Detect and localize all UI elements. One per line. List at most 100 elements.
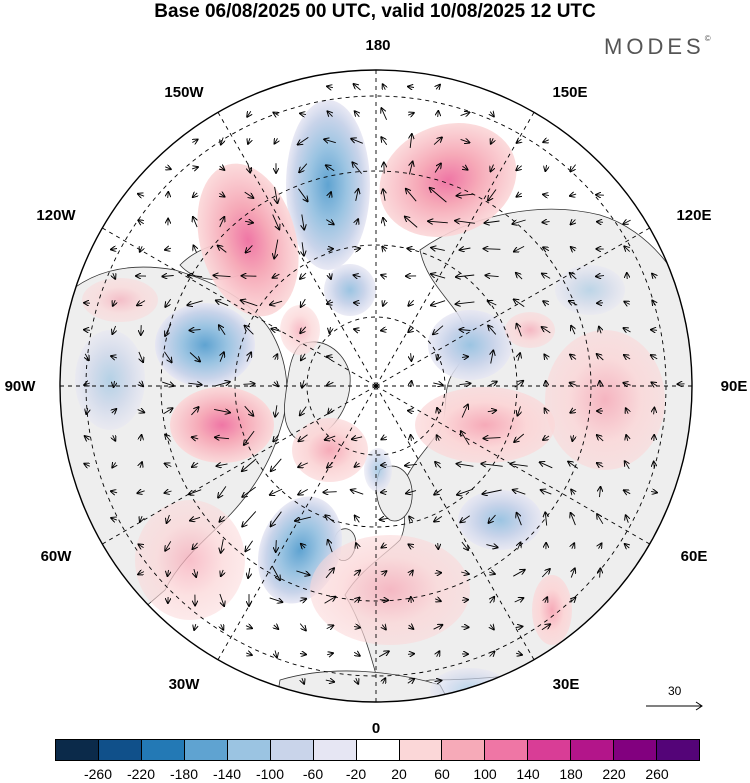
wind-arrow — [408, 544, 413, 547]
wind-arrow — [140, 516, 142, 522]
wind-arrow — [302, 380, 304, 387]
wind-arrow — [624, 246, 631, 251]
wind-arrow — [541, 569, 550, 578]
color-swatch — [227, 740, 271, 760]
polar-map: 180 0 90W 90E 150W 120W 150E 120E 60W 30… — [5, 37, 748, 737]
wind-arrow — [409, 517, 413, 522]
wind-arrow — [545, 512, 546, 526]
wind-arrow — [624, 490, 631, 493]
wind-arrow — [164, 351, 171, 363]
wind-arrow — [245, 540, 253, 551]
wind-arrow — [437, 651, 440, 656]
latitude-circle-2 — [234, 244, 518, 528]
wind-arrow — [112, 463, 115, 468]
wind-arrow — [482, 489, 502, 494]
wind-arrow — [485, 275, 499, 276]
wind-arrow — [247, 111, 251, 116]
wind-arrow — [514, 433, 525, 442]
wind-arrow — [625, 544, 630, 548]
wind-arrow — [542, 327, 551, 334]
wind-arrow — [485, 221, 500, 223]
wind-arrow — [460, 515, 470, 523]
wind-arrow — [214, 275, 231, 276]
wind-arrow — [326, 165, 335, 172]
wind-arrow — [244, 430, 255, 445]
wind-arrow — [241, 300, 258, 307]
wind-arrow — [299, 163, 308, 173]
wind-arrow — [168, 569, 169, 576]
wind-arrow — [325, 680, 334, 682]
lon-label-90w: 90W — [5, 378, 37, 395]
wind-arrow — [270, 301, 283, 305]
color-swatch — [141, 740, 185, 760]
wind-arrow — [192, 437, 199, 439]
wind-arrow — [188, 383, 201, 385]
anomaly-negative-5 — [458, 490, 542, 550]
wind-arrow — [409, 625, 414, 629]
wind-arrow — [216, 300, 229, 307]
wind-arrow — [299, 623, 306, 631]
wind-arrow — [245, 326, 254, 335]
wind-arrow — [489, 572, 495, 574]
lon-label-60e: 60E — [681, 548, 708, 565]
wind-arrow — [111, 249, 118, 250]
wind-arrow — [428, 221, 448, 223]
wind-arrow — [481, 464, 503, 467]
color-swatch — [442, 740, 486, 760]
lon-label-120e: 120E — [676, 207, 711, 224]
wind-arrow — [383, 218, 385, 227]
wind-arrow — [543, 140, 549, 142]
wind-arrow — [139, 544, 144, 547]
anomaly-shading — [75, 100, 665, 702]
wind-arrow — [85, 436, 90, 440]
wind-arrow — [165, 435, 172, 442]
wind-arrow — [654, 408, 655, 415]
wind-arrow — [571, 247, 575, 251]
map-content — [60, 70, 692, 702]
wind-arrow — [543, 436, 550, 440]
wind-arrow — [275, 138, 278, 143]
wind-arrow — [192, 463, 199, 467]
wind-arrow — [651, 491, 657, 492]
wind-arrow — [545, 164, 546, 171]
lon-label-90e: 90E — [721, 378, 748, 395]
wind-arrow — [541, 490, 552, 494]
wind-arrow — [353, 571, 360, 576]
color-swatch — [356, 740, 400, 760]
wind-arrow — [220, 166, 225, 170]
wind-arrow — [214, 382, 230, 387]
wind-arrow — [540, 462, 553, 469]
wind-arrow — [381, 108, 388, 120]
wind-arrow — [463, 166, 468, 169]
wind-arrow — [220, 193, 225, 196]
map-boundary — [59, 69, 693, 703]
wind-arrow — [273, 274, 280, 278]
wind-arrow — [138, 572, 145, 575]
wind-arrow — [187, 300, 203, 305]
color-tick-label: 100 — [473, 766, 497, 782]
anomaly-negative-6 — [324, 264, 376, 316]
wind-arrow — [168, 192, 169, 199]
wind-arrow — [405, 464, 417, 465]
wind-arrow — [324, 597, 336, 604]
color-tick-label: -220 — [126, 766, 156, 782]
wind-arrow — [514, 381, 523, 388]
wind-arrow — [242, 486, 256, 497]
wind-arrow — [518, 543, 521, 550]
wind-arrow — [484, 249, 501, 250]
color-tick-label: -180 — [169, 766, 199, 782]
anomaly-positive-12 — [280, 305, 320, 355]
wind-arrow — [326, 653, 333, 655]
wind-arrow — [275, 186, 278, 203]
wind-arrow — [354, 626, 360, 627]
wind-arrow — [433, 137, 442, 145]
anomaly-positive-4 — [415, 387, 555, 463]
wind-arrow — [455, 221, 475, 224]
wind-arrow — [302, 678, 304, 684]
wind-arrow — [411, 435, 412, 442]
wind-arrow — [460, 139, 470, 142]
wind-arrow — [491, 351, 494, 364]
wind-arrow — [597, 463, 604, 467]
wind-arrow — [220, 516, 225, 521]
wind-arrow — [274, 625, 278, 629]
